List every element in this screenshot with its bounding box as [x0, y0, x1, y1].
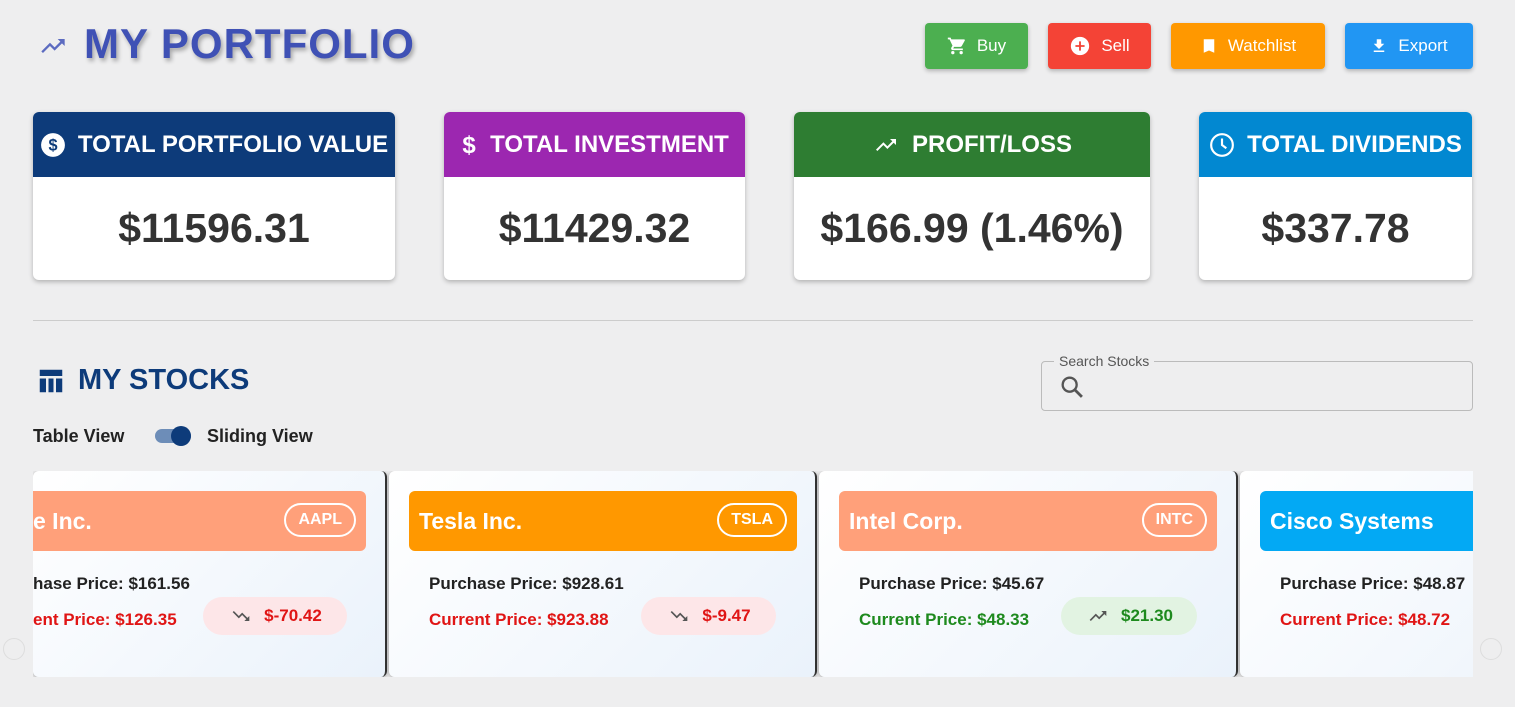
stock-name: Tesla Inc.	[419, 507, 523, 534]
summary-value: $11596.31	[118, 205, 310, 251]
export-button[interactable]: Export	[1345, 23, 1473, 69]
table-icon	[39, 369, 63, 393]
trend-icon	[41, 39, 65, 53]
buy-button[interactable]: Buy	[925, 23, 1028, 69]
stock-name: e Inc.	[33, 507, 92, 534]
button-label: Sell	[1101, 36, 1130, 55]
purchase-price: hase Price: $161.56	[33, 574, 190, 593]
button-label: Buy	[976, 36, 1007, 55]
summary-label: PROFIT/LOSS	[911, 130, 1072, 158]
purchase-price: Purchase Price: $48.87	[1280, 574, 1466, 593]
change-badge: $-9.47	[641, 597, 776, 635]
summary-label: TOTAL PORTFOLIO VALUE	[77, 130, 389, 158]
toggle-switch[interactable]	[155, 426, 191, 446]
stock-carousel: e Inc. AAPL hase Price: $161.56 ent Price…	[33, 471, 1473, 677]
carousel-next[interactable]	[1480, 638, 1502, 660]
price-change: $-70.42	[264, 606, 322, 625]
toggle-label: Table View	[33, 426, 125, 446]
purchase-price: Purchase Price: $45.67	[859, 574, 1045, 593]
summary-card: $ TOTAL INVESTMENT $11429.32	[444, 112, 745, 280]
stock-ticker: TSLA	[717, 503, 787, 537]
toggle-label: Sliding View	[207, 426, 313, 446]
section-title: MY STOCKS	[78, 364, 250, 396]
svg-text:$: $	[462, 132, 476, 158]
change-badge: $21.30	[1061, 597, 1197, 635]
stock-card[interactable]: Tesla Inc. TSLA Purchase Price: $928.61 C…	[389, 471, 817, 677]
stock-ticker: AAPL	[284, 503, 356, 537]
button-label: Export	[1398, 36, 1448, 55]
summary-value: $11429.32	[498, 205, 691, 251]
summary-card: PROFIT/LOSS $166.99 (1.46%)	[794, 112, 1150, 280]
stock-name: Intel Corp.	[849, 507, 963, 534]
summary-value: $337.78	[1261, 205, 1410, 251]
summary-label: TOTAL DIVIDENDS	[1247, 130, 1462, 158]
price-change: $-9.47	[702, 606, 751, 625]
stock-card[interactable]: e Inc. AAPL hase Price: $161.56 ent Price…	[33, 471, 387, 677]
search-label: Search Stocks	[1054, 353, 1155, 369]
change-badge: $-70.42	[203, 597, 347, 635]
summary-value: $166.99 (1.46%)	[820, 205, 1124, 251]
button-label: Watchlist	[1227, 36, 1297, 55]
divider	[33, 320, 1473, 321]
sell-button[interactable]: Sell	[1048, 23, 1151, 69]
price-change: $21.30	[1121, 606, 1173, 625]
search-field[interactable]: Search Stocks	[1041, 353, 1473, 411]
stock-card[interactable]: Cisco Systems Purchase Price: $48.87 Cur…	[1240, 471, 1473, 677]
carousel-prev[interactable]	[3, 638, 25, 660]
current-price: Current Price: $923.88	[429, 610, 609, 629]
stock-card[interactable]: Intel Corp. INTC Purchase Price: $45.67 C…	[819, 471, 1238, 677]
stock-ticker: INTC	[1141, 503, 1207, 537]
current-price: Current Price: $48.72	[1280, 610, 1451, 629]
current-price: Current Price: $48.33	[859, 610, 1030, 629]
purchase-price: Purchase Price: $928.61	[429, 574, 624, 593]
current-price: ent Price: $126.35	[33, 610, 177, 629]
svg-text:$: $	[48, 136, 57, 154]
stock-name: Cisco Systems	[1270, 507, 1434, 534]
page-title: MY PORTFOLIO	[84, 20, 415, 67]
summary-label: TOTAL INVESTMENT	[490, 130, 729, 158]
summary-card: TOTAL DIVIDENDS $337.78	[1199, 112, 1472, 280]
summary-card: $ TOTAL PORTFOLIO VALUE $11596.31	[33, 112, 395, 280]
watchlist-button[interactable]: Watchlist	[1171, 23, 1325, 69]
